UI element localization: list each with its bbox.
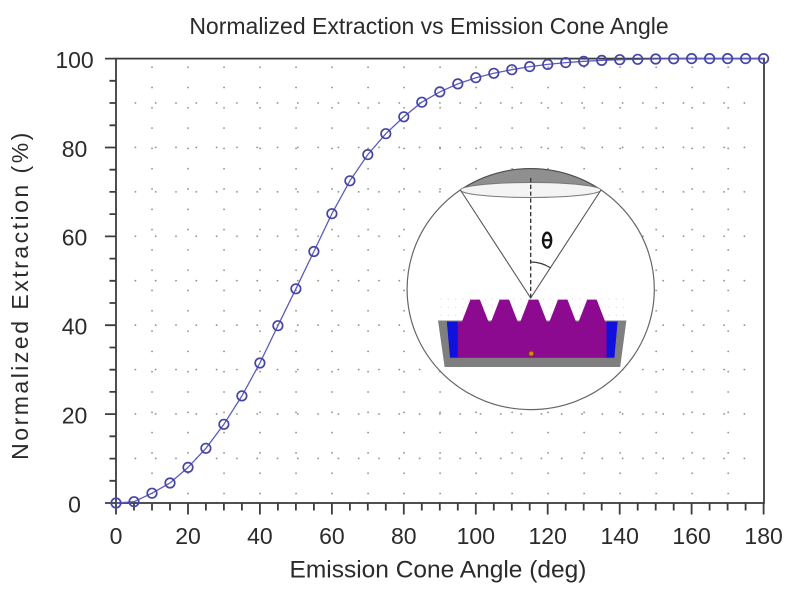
svg-text:Normalized Extraction (%): Normalized Extraction (%) [7,130,33,460]
svg-text:40: 40 [247,523,273,549]
svg-text:Normalized Extraction vs Emiss: Normalized Extraction vs Emission Cone A… [189,13,668,39]
svg-text:140: 140 [601,523,639,549]
svg-text:180: 180 [744,523,782,549]
svg-text:60: 60 [319,523,345,549]
svg-text:20: 20 [175,523,201,549]
svg-text:0: 0 [110,523,123,549]
svg-text:0: 0 [68,491,81,517]
svg-text:20: 20 [62,402,88,428]
svg-text:Emission Cone Angle (deg): Emission Cone Angle (deg) [290,557,587,584]
svg-text:80: 80 [62,136,88,162]
svg-text:80: 80 [391,523,417,549]
svg-text:100: 100 [457,523,495,549]
svg-text:160: 160 [672,523,710,549]
svg-text:60: 60 [62,225,88,251]
svg-text:40: 40 [62,314,88,340]
svg-text:120: 120 [529,523,567,549]
svg-text:100: 100 [55,47,93,73]
